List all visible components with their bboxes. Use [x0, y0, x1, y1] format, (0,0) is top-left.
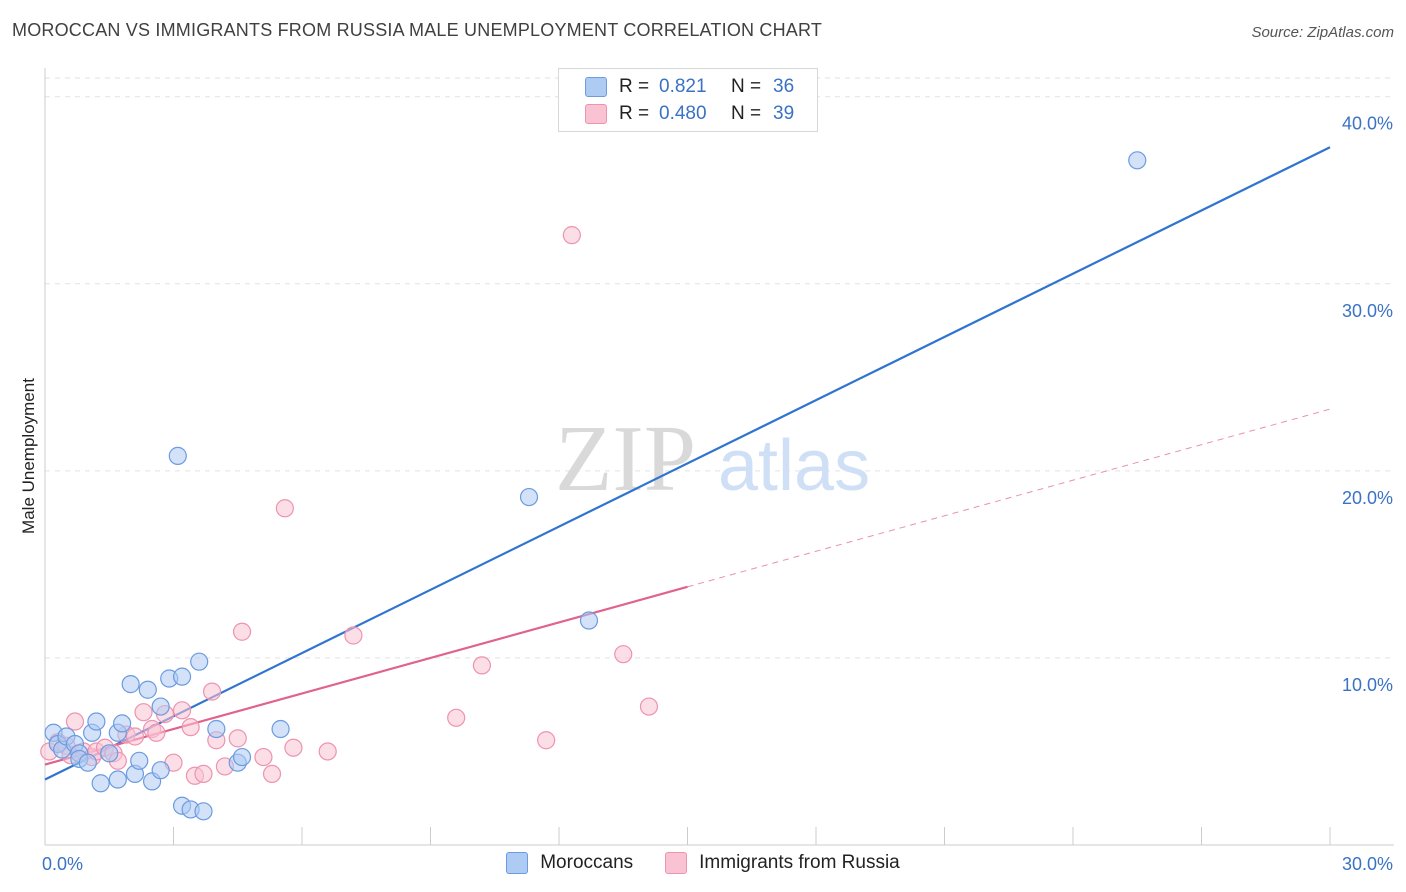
- legend-swatch-pink: [585, 104, 607, 124]
- point-russia: [262, 764, 282, 784]
- watermark-zip: ZIP: [555, 407, 696, 511]
- point-russia: [134, 703, 153, 722]
- point-russia: [562, 226, 581, 245]
- watermark-atlas: atlas: [718, 426, 870, 506]
- y-tick-label: 40.0%: [1342, 114, 1393, 134]
- legend-n-value: 39: [773, 103, 795, 124]
- watermark: ZIP atlas: [555, 407, 870, 511]
- point-moroccans: [1128, 151, 1147, 170]
- point-moroccans: [579, 611, 599, 630]
- point-russia: [254, 747, 273, 767]
- point-moroccans: [232, 747, 252, 767]
- legend-n-label: N =: [731, 103, 762, 124]
- point-russia: [228, 729, 247, 748]
- bottom-legend-moroccans: Moroccans: [506, 852, 633, 874]
- point-moroccans: [91, 774, 110, 793]
- legend-row-russia: R = 0.480 N = 39: [585, 101, 794, 127]
- legend-r-label: R =: [619, 76, 650, 97]
- bottom-legend-label: Moroccans: [540, 852, 634, 873]
- point-russia: [537, 731, 556, 750]
- point-russia: [147, 723, 166, 742]
- x-tick-label: 30.0%: [1342, 854, 1393, 874]
- legend-n-label: N =: [731, 76, 762, 97]
- point-russia: [318, 742, 337, 761]
- bottom-legend-swatch-pink: [665, 852, 688, 874]
- axes: [44, 68, 1394, 846]
- point-russia: [472, 656, 491, 675]
- point-russia: [639, 697, 659, 716]
- trendline-russia-extension: [687, 408, 1331, 588]
- chart-title: MOROCCAN VS IMMIGRANTS FROM RUSSIA MALE …: [12, 20, 823, 40]
- legend-r-value: 0.480: [659, 103, 707, 124]
- scatter-points: [40, 151, 1147, 821]
- point-moroccans: [112, 714, 132, 733]
- point-russia: [125, 727, 145, 746]
- point-russia: [284, 738, 303, 757]
- point-moroccans: [87, 712, 106, 731]
- bottom-legend-russia: Immigrants from Russia: [665, 852, 900, 874]
- y-tick-label: 20.0%: [1342, 488, 1393, 508]
- trend-lines: [44, 146, 1331, 781]
- point-russia: [202, 682, 222, 701]
- point-russia: [194, 764, 213, 784]
- legend-swatch-blue: [585, 77, 607, 97]
- point-russia: [447, 708, 466, 727]
- point-russia: [181, 718, 200, 737]
- legend-n-value: 36: [773, 76, 795, 97]
- point-moroccans: [78, 753, 97, 772]
- bottom-legend: Moroccans Immigrants from Russia: [0, 852, 1406, 874]
- point-moroccans: [108, 770, 127, 789]
- ticks: 10.0% 20.0% 30.0% 40.0% 0.0% 30.0%: [42, 114, 1393, 874]
- point-moroccans: [130, 751, 149, 770]
- point-moroccans: [151, 697, 170, 716]
- point-moroccans: [151, 761, 170, 780]
- point-moroccans: [190, 652, 209, 671]
- point-russia: [344, 626, 363, 645]
- legend: R = 0.821 N = 36 R = 0.480 N = 39: [558, 68, 818, 132]
- point-russia: [614, 645, 633, 664]
- point-moroccans: [207, 719, 226, 739]
- point-russia: [232, 622, 252, 641]
- point-russia: [275, 499, 294, 518]
- point-russia: [172, 701, 192, 720]
- point-moroccans: [519, 487, 539, 507]
- bottom-legend-swatch-blue: [506, 852, 529, 874]
- bottom-legend-label: Immigrants from Russia: [699, 852, 900, 873]
- point-moroccans: [100, 744, 119, 763]
- point-russia: [65, 712, 85, 731]
- point-moroccans: [168, 446, 187, 465]
- point-moroccans: [121, 675, 140, 694]
- grid-lines: [45, 77, 1394, 659]
- y-tick-label: 10.0%: [1342, 675, 1393, 695]
- source-label: Source: ZipAtlas.com: [1251, 24, 1394, 41]
- y-axis-label: Male Unemployment: [19, 378, 38, 534]
- x-tick-label: 0.0%: [42, 854, 83, 874]
- point-moroccans: [172, 667, 192, 686]
- point-moroccans: [194, 802, 213, 821]
- trendline-moroccans: [44, 146, 1331, 781]
- legend-row-moroccans: R = 0.821 N = 36: [585, 74, 794, 100]
- legend-r-value: 0.821: [659, 76, 707, 97]
- point-moroccans: [271, 719, 290, 739]
- legend-r-label: R =: [619, 103, 650, 124]
- y-tick-label: 30.0%: [1342, 301, 1393, 321]
- point-moroccans: [138, 680, 157, 699]
